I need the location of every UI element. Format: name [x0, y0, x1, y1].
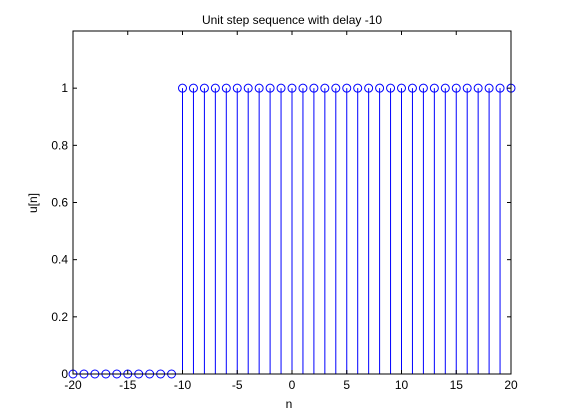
y-axis-label: u[n]: [26, 193, 40, 213]
stem-marker: [188, 83, 198, 93]
x-ticks-group: -20 -15 -10 -5 0 5 10 15 20: [64, 31, 518, 392]
stem-marker: [243, 83, 253, 93]
stem-marker: [418, 83, 428, 93]
stem-marker: [462, 83, 472, 93]
stem-marker: [353, 83, 363, 93]
y-tick-label: 1: [61, 81, 68, 95]
stem-marker: [265, 83, 275, 93]
stem-marker: [287, 83, 297, 93]
x-tick-label: 0: [289, 378, 296, 392]
stem-marker: [397, 83, 406, 93]
x-tick-label: -20: [64, 378, 82, 392]
stem-marker: [298, 83, 308, 93]
y-tick-label: 0.2: [51, 310, 68, 324]
stem-marker: [495, 83, 505, 93]
stem-marker: [276, 83, 286, 93]
x-tick-label: 10: [395, 378, 409, 392]
stem-marker: [210, 83, 220, 93]
stem-marker: [451, 83, 461, 93]
stem-marker: [232, 83, 242, 93]
x-tick-label: -10: [174, 378, 192, 392]
x-tick-label: 15: [450, 378, 464, 392]
y-tick-label: 0: [61, 367, 68, 381]
stems-group: [182, 88, 512, 374]
x-tick-label: -5: [232, 378, 243, 392]
y-tick-label: 0.4: [51, 253, 68, 267]
stem-marker: [429, 83, 439, 93]
stem-marker: [342, 83, 352, 93]
stem-marker: [407, 83, 417, 93]
y-ticks-group: 0 0.2 0.4 0.6 0.8 1: [51, 81, 511, 381]
y-tick-label: 0.8: [51, 138, 68, 152]
stem-marker: [199, 83, 209, 93]
stem-marker: [331, 83, 341, 93]
x-tick-label: 5: [343, 378, 350, 392]
stem-marker: [386, 83, 396, 93]
x-tick-label: 20: [504, 378, 518, 392]
y-tick-label: 0.6: [51, 196, 68, 210]
stem-marker: [375, 83, 385, 93]
stem-marker: [309, 83, 319, 93]
stem-marker: [440, 83, 450, 93]
stem-marker: [364, 83, 374, 93]
stem-marker: [320, 83, 330, 93]
stem-marker: [254, 83, 264, 93]
stem-marker: [484, 83, 494, 93]
x-tick-label: -15: [119, 378, 137, 392]
stem-marker: [221, 83, 231, 93]
chart-title: Unit step sequence with delay -10: [202, 13, 382, 27]
stem-marker: [473, 83, 483, 93]
x-axis-label: n: [286, 397, 293, 411]
stem-marker: [178, 83, 187, 93]
